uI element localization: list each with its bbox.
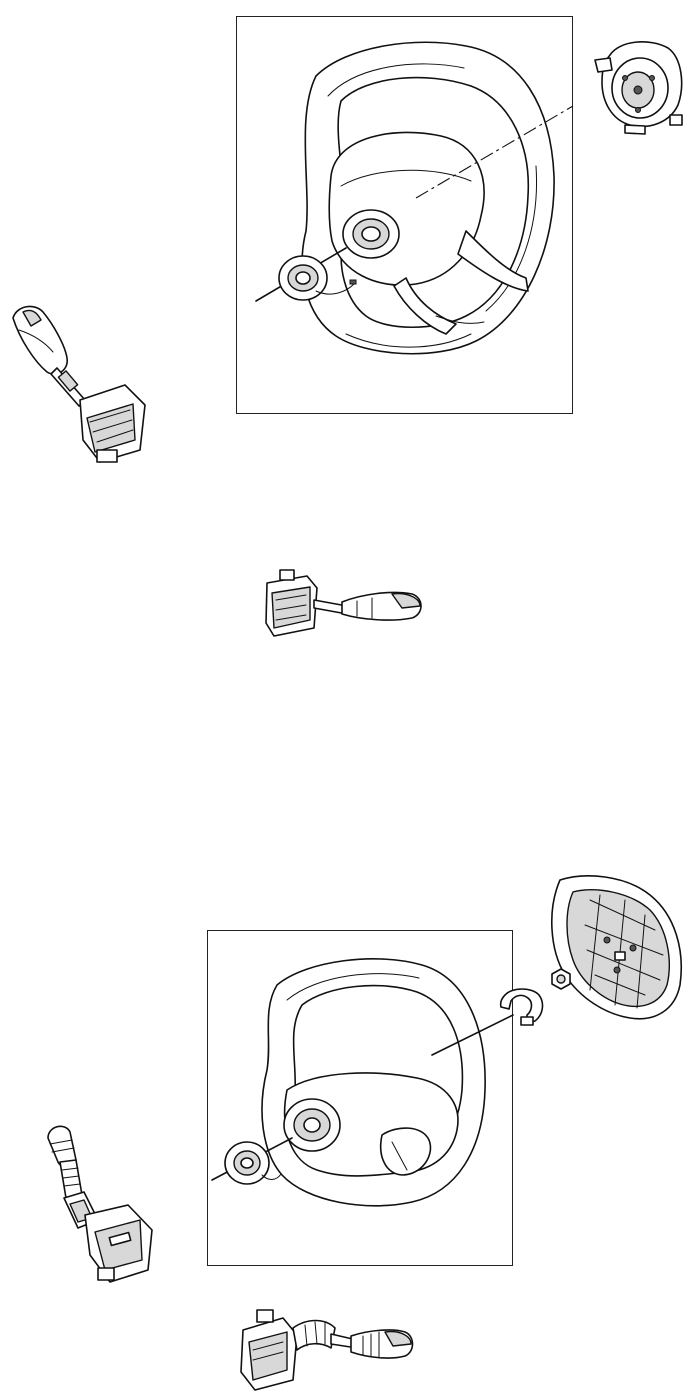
upper-steering-wheel-frame bbox=[236, 16, 573, 414]
upper-wiper-stalk bbox=[262, 568, 427, 643]
lower-steering-wheel-frame bbox=[207, 930, 513, 1266]
upper-indicator-stalk bbox=[5, 300, 150, 465]
lower-indicator-stalk bbox=[40, 1120, 160, 1290]
upper-horn-pad bbox=[590, 30, 685, 135]
lower-clip bbox=[497, 985, 547, 1027]
lower-airbag-module bbox=[545, 870, 690, 1025]
lower-wiper-stalk bbox=[235, 1300, 415, 1395]
upper-steering-wheel bbox=[236, 16, 574, 414]
lower-retaining-nut bbox=[550, 968, 572, 990]
lower-steering-wheel bbox=[207, 930, 514, 1266]
